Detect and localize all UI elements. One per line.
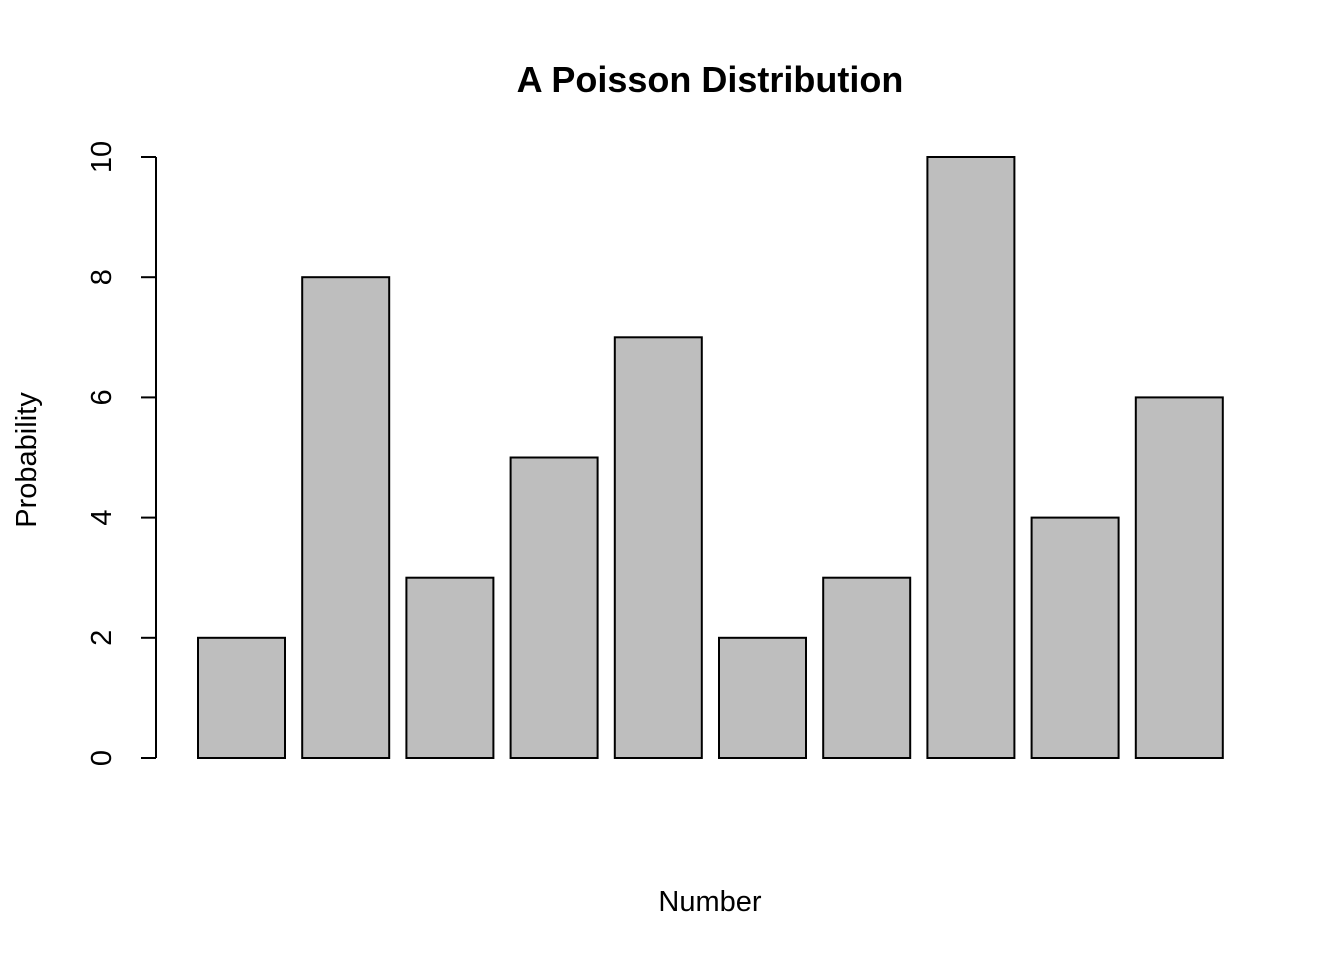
bar-10 [1134,396,1224,759]
y-axis-label: Probability [11,392,43,528]
y-tick-label: 2 [86,630,118,646]
bar-4 [509,456,599,759]
y-tick-label: 8 [86,269,118,285]
bar-8 [926,156,1016,759]
bar-1 [197,636,286,759]
bar-6 [718,636,807,759]
bar-9 [1030,516,1120,759]
y-tick-label: 4 [86,510,118,526]
y-tick-label: 6 [86,389,118,405]
bar-3 [405,576,495,760]
bar-5 [613,336,703,759]
y-axis: 0 2 4 6 8 10 [86,141,157,766]
bars-group [197,156,1224,760]
x-axis-label: Number [658,886,761,918]
y-tick-label: 0 [86,750,118,766]
chart-title: A Poisson Distribution [517,59,904,100]
bar-2 [301,276,391,759]
bar-7 [822,576,912,760]
y-tick-label: 10 [86,141,118,173]
